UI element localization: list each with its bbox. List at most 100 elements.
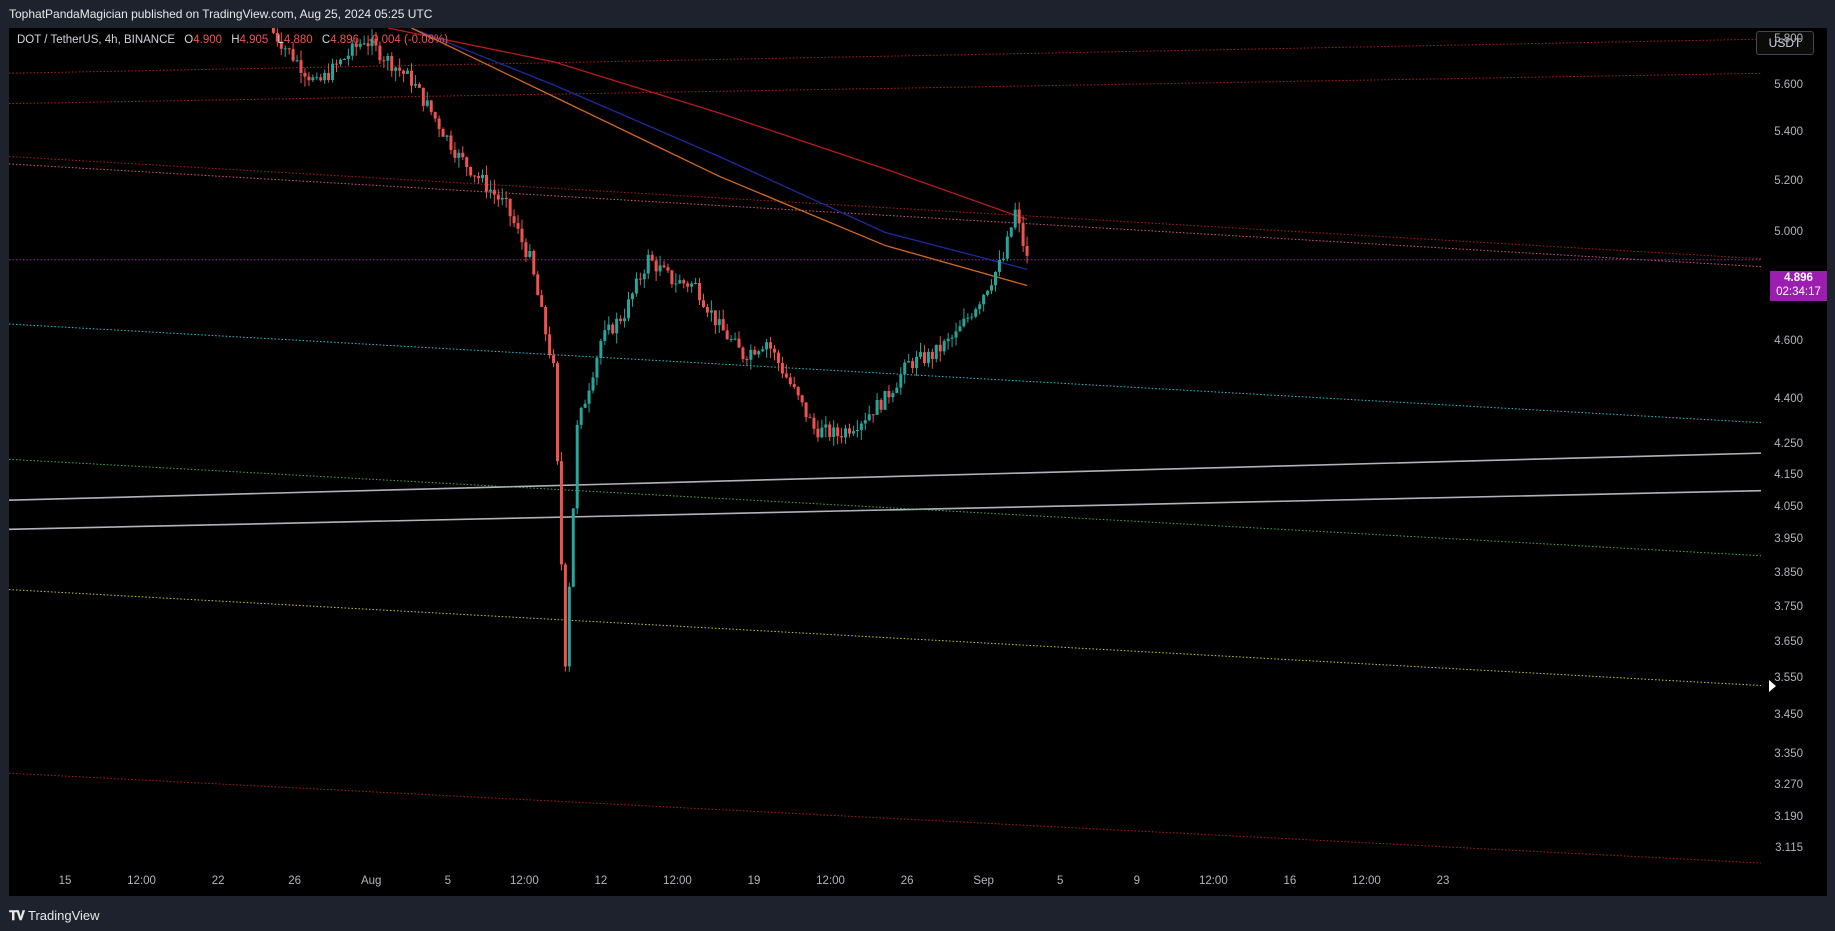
moving-average-orange[interactable]	[411, 28, 1028, 287]
trendline-red-0[interactable]	[9, 38, 1762, 74]
candle	[544, 305, 548, 342]
price-plot[interactable]	[9, 28, 1827, 896]
candle	[820, 419, 824, 439]
candle	[974, 307, 978, 319]
candle	[575, 420, 579, 515]
trendline-yellow-9[interactable]	[9, 589, 1762, 687]
candle	[926, 348, 930, 368]
candle	[934, 344, 938, 363]
time-tick-label: 12:00	[816, 875, 845, 887]
candle	[319, 73, 323, 82]
candle	[394, 66, 398, 82]
candle	[713, 310, 717, 334]
candle	[792, 376, 796, 390]
candle	[950, 334, 954, 348]
candle	[327, 63, 331, 83]
candle	[997, 250, 1001, 277]
candle	[370, 29, 374, 56]
candle	[698, 277, 702, 305]
alert-marker-icon[interactable]	[1769, 680, 1776, 692]
candle	[642, 269, 646, 288]
candle	[1025, 236, 1029, 264]
price-tick-label: 3.115	[1775, 842, 1803, 855]
candle	[879, 398, 883, 413]
candle	[1013, 202, 1017, 230]
candle	[784, 364, 788, 379]
time-tick-label: 12	[594, 875, 608, 887]
candle	[650, 250, 654, 262]
open-value: 4.900	[193, 34, 223, 46]
candle	[765, 339, 769, 358]
candle	[338, 58, 342, 67]
candle	[386, 53, 390, 71]
candle	[342, 58, 346, 61]
trendline-green-8[interactable]	[9, 458, 1762, 557]
candle	[492, 179, 496, 204]
candle	[674, 273, 678, 293]
trendline-red-10[interactable]	[9, 772, 1762, 864]
candle	[445, 134, 449, 141]
tradingview-logo[interactable]: 𝐓𝐕 TradingView	[9, 908, 100, 924]
candle	[275, 28, 279, 47]
candle	[441, 127, 445, 137]
candle	[619, 315, 623, 325]
candle	[433, 111, 437, 123]
time-tick-label: 12:00	[509, 875, 539, 887]
trendline-red-2[interactable]	[9, 156, 1762, 260]
candle	[855, 419, 859, 438]
candle	[978, 301, 982, 315]
candle	[449, 130, 453, 155]
candle	[678, 274, 682, 284]
candle	[358, 39, 362, 50]
candle	[986, 289, 990, 297]
candle	[804, 402, 808, 422]
candle	[725, 324, 729, 340]
candle	[323, 69, 327, 84]
candle	[311, 74, 315, 83]
candle	[887, 385, 891, 404]
trendline-red-1[interactable]	[9, 72, 1762, 105]
candle	[579, 406, 583, 430]
candle	[922, 345, 926, 367]
moving-average-blue[interactable]	[411, 28, 1028, 270]
time-tick-label: 12:00	[663, 875, 692, 887]
trendline-gray-6[interactable]	[9, 452, 1762, 502]
currency-button[interactable]: USDT	[1756, 31, 1814, 55]
candle	[958, 320, 962, 332]
candle	[970, 312, 974, 321]
candle	[453, 142, 457, 163]
low-label: L	[277, 34, 284, 46]
footer-bar	[0, 896, 1835, 931]
open-label: O	[184, 34, 194, 46]
candle	[721, 309, 725, 331]
candle	[555, 361, 559, 465]
candle	[761, 345, 765, 353]
candle	[623, 308, 627, 328]
trendline-pink-3[interactable]	[9, 163, 1762, 268]
candle	[382, 56, 386, 68]
candle	[796, 386, 800, 401]
price-tick-label: 3.190	[1774, 811, 1803, 824]
candle	[903, 359, 907, 384]
candle	[473, 175, 477, 183]
candle	[800, 394, 804, 407]
moving-average-red[interactable]	[387, 28, 1028, 221]
symbol-name[interactable]: DOT / TetherUS, 4h, BINANCE	[17, 34, 176, 46]
candle	[816, 420, 820, 442]
close-label: C	[321, 34, 331, 46]
trendline-gray-7[interactable]	[9, 489, 1762, 531]
candle	[528, 244, 532, 259]
tradingview-logo-icon: 𝐓𝐕	[9, 908, 25, 923]
last-price-badge: 4.896 02:34:17	[1770, 271, 1827, 301]
candle	[271, 28, 275, 35]
time-tick-label: 22	[211, 875, 225, 887]
candle	[477, 172, 481, 184]
price-tick-label: 4.600	[1774, 334, 1803, 347]
candle	[603, 320, 607, 345]
candle	[824, 416, 828, 438]
candle	[457, 149, 461, 168]
candle	[745, 356, 749, 365]
candle	[437, 115, 441, 138]
chart-area[interactable]: DOT / TetherUS, 4h, BINANCE O4.900 H4.90…	[9, 28, 1827, 896]
candle	[638, 272, 642, 286]
